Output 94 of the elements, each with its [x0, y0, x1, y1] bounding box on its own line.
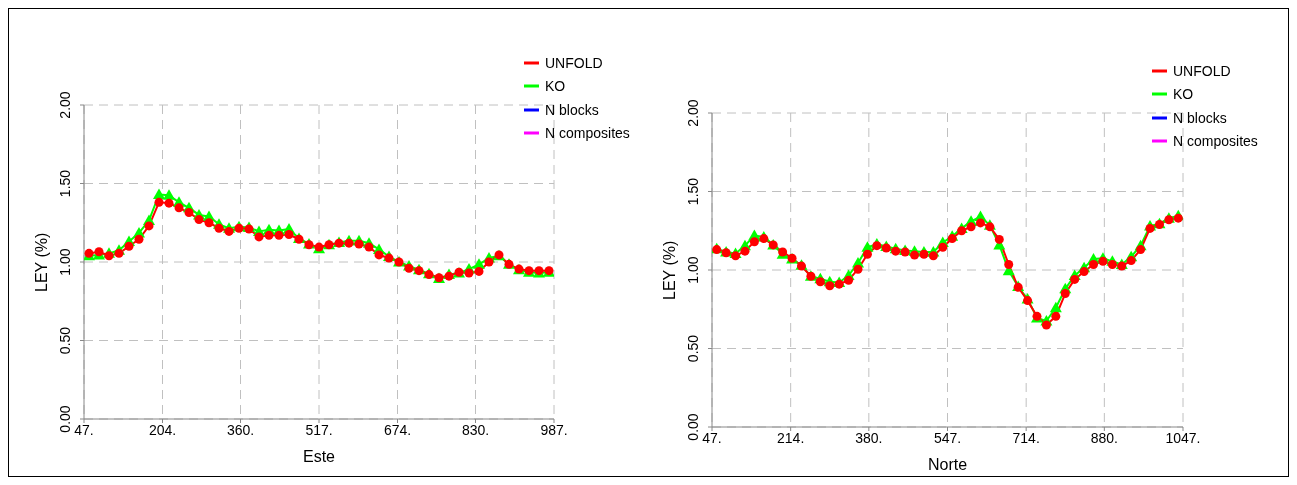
- point: [853, 264, 863, 274]
- point: [114, 248, 124, 258]
- legend-label: N blocks: [1173, 109, 1227, 126]
- x-tick-label: 214.: [777, 429, 805, 446]
- point: [815, 277, 825, 287]
- y-axis-title: LEY (%): [32, 232, 50, 292]
- point: [254, 232, 264, 242]
- point: [740, 246, 750, 256]
- point: [484, 257, 494, 267]
- y-tick-label: 1.00: [685, 256, 701, 284]
- point: [1060, 289, 1070, 299]
- point: [1004, 260, 1014, 270]
- x-tick-label: 204.: [148, 421, 177, 438]
- point: [174, 203, 184, 213]
- x-tick-label: 517.: [305, 421, 333, 438]
- x-axis-title: Este: [302, 448, 336, 465]
- x-tick-label: 360.: [226, 421, 255, 438]
- point: [1051, 311, 1061, 321]
- point: [194, 215, 204, 225]
- point: [374, 250, 384, 260]
- x-axis-title: Norte: [927, 456, 968, 473]
- point: [464, 268, 474, 278]
- point: [284, 230, 294, 240]
- point: [1089, 260, 1099, 270]
- point: [1107, 260, 1117, 270]
- point: [404, 263, 414, 273]
- point: [124, 241, 134, 251]
- x-tick-label: 714.: [1012, 429, 1040, 446]
- point: [104, 251, 114, 261]
- point: [910, 250, 920, 260]
- y-tick-label: 1.00: [57, 248, 73, 276]
- x-tick-label: 880.: [1090, 429, 1118, 446]
- point: [928, 251, 938, 261]
- legend-label: UNFOLD: [1173, 62, 1231, 79]
- y-tick-label: 0.50: [57, 326, 73, 355]
- point: [731, 251, 741, 261]
- x-tick-label: 830.: [461, 421, 490, 438]
- y-tick-label: 0.00: [685, 413, 701, 441]
- y-tick-label: 0.50: [685, 334, 701, 363]
- point: [938, 242, 948, 252]
- point: [1070, 274, 1080, 284]
- legend-label: N composites: [1173, 133, 1258, 150]
- point: [994, 234, 1004, 244]
- y-tick-label: 2.00: [57, 91, 73, 119]
- point: [153, 188, 165, 199]
- point: [1079, 267, 1089, 277]
- x-tick-label: 380.: [855, 429, 883, 446]
- point: [474, 266, 484, 276]
- point: [204, 218, 214, 228]
- legend-label: UNFOLD: [545, 54, 603, 71]
- point: [164, 198, 174, 208]
- y-tick-label: 1.50: [685, 177, 701, 206]
- point: [1173, 213, 1183, 223]
- x-tick-label: 674.: [383, 421, 412, 438]
- legend-label: N blocks: [545, 101, 599, 118]
- point: [825, 281, 835, 291]
- point: [919, 249, 929, 259]
- point: [1126, 256, 1136, 266]
- point: [344, 238, 354, 248]
- x-tick-label: 1047.: [1165, 429, 1201, 446]
- y-tick-label: 2.00: [685, 99, 701, 127]
- x-tick-label: 47.: [702, 429, 722, 446]
- legend-label: KO: [545, 78, 566, 95]
- point: [364, 242, 374, 252]
- point: [274, 230, 284, 240]
- point: [163, 189, 175, 200]
- point: [1049, 301, 1062, 313]
- x-tick-label: 547.: [933, 429, 962, 446]
- point: [214, 223, 224, 233]
- point: [947, 234, 957, 244]
- x-tick-label: 47.: [74, 421, 94, 438]
- point: [144, 221, 154, 231]
- point: [749, 237, 759, 247]
- y-tick-label: 1.50: [57, 169, 73, 198]
- point: [1098, 256, 1108, 266]
- point: [224, 226, 234, 236]
- point: [154, 197, 164, 207]
- y-tick-label: 0.00: [57, 405, 73, 433]
- legend-label: KO: [1173, 86, 1194, 103]
- point: [134, 234, 144, 244]
- y-axis-title: LEY (%): [660, 240, 678, 300]
- legend-label: N composites: [545, 125, 630, 142]
- point: [1041, 320, 1051, 330]
- point: [264, 230, 274, 240]
- point: [844, 275, 854, 285]
- point: [957, 226, 967, 236]
- point: [1136, 245, 1146, 255]
- point: [862, 249, 872, 259]
- point: [966, 222, 976, 232]
- point: [975, 218, 985, 228]
- point: [354, 239, 364, 249]
- x-tick-label: 987.: [540, 421, 568, 438]
- point: [184, 208, 194, 218]
- point: [891, 246, 901, 256]
